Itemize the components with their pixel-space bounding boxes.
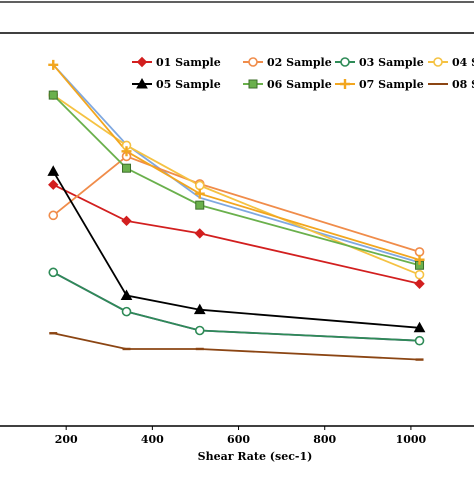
legend-label-2: 02 Sample [267,56,332,69]
data-point-s6-p1 [48,90,58,100]
data-point-s5-p4 [413,321,426,333]
data-point-s3-p4 [414,335,425,346]
x-axis-title: Shear Rate (sec-1) [198,450,313,463]
legend-label-1: 01 Sample [156,56,221,69]
data-point-s1-p3 [194,228,205,239]
data-point-s7-p1 [48,59,59,70]
plot-area [47,59,426,361]
data-point-s2-p1 [48,210,59,221]
legend-marker-4 [433,57,443,67]
x-tick-label-5: 1000 [396,433,427,446]
data-point-s5-p1 [47,165,60,176]
series-line-3 [52,271,420,342]
data-point-s1-p1 [48,179,59,190]
data-point-s3-p1 [48,267,59,278]
legend-label-6: 06 Sample [267,78,332,91]
legend-label-4: 04 Sample [452,56,474,69]
data-point-s4-p3 [194,180,205,191]
series-line-7 [52,64,420,261]
series-line-6 [52,94,420,267]
legend-label-5: 05 Sample [156,78,221,91]
x-tick-label-3: 600 [227,433,250,446]
series-line-1 [52,183,420,285]
legend: 01 Sample 02 Sample 03 Sample 04 Sample 05 S… [132,56,474,91]
legend-marker-5 [136,77,148,89]
data-point-s7-p3 [194,188,205,199]
legend-marker-7 [340,79,350,89]
data-point-s7-p4 [414,254,425,265]
x-tick-label-1: 200 [55,433,78,446]
series-line-5 [52,170,420,329]
legend-marker-1 [136,56,148,68]
data-point-s2-p4 [414,247,425,257]
x-tick-label-2: 400 [141,433,164,446]
legend-marker-3 [340,57,350,67]
data-point-s6-p3 [195,200,205,210]
legend-marker-6 [248,79,258,89]
x-tick-label-4: 800 [313,433,336,446]
series-line-4 [52,94,420,276]
data-point-s4-p4 [414,269,425,280]
data-point-s7-p2 [121,146,132,157]
x-axis: 200 400 600 800 1000 Shear Rate (sec-1) [55,426,427,463]
series-line-8 [53,332,420,361]
data-point-s1-p2 [121,215,132,227]
data-point-s6-p2 [122,163,132,173]
legend-marker-2 [248,57,258,67]
data-point-s1-p4 [414,278,425,289]
data-point-s5-p3 [193,303,206,315]
data-point-s3-p2 [121,306,132,317]
data-point-s5-p2 [120,289,133,301]
series-line-2 [52,155,420,253]
legend-label-3: 03 Sample [359,56,424,69]
data-point-s3-p3 [194,325,205,336]
legend-label-7: 07 Sample [359,78,424,91]
legend-label-8: 08 Sample [452,78,474,91]
